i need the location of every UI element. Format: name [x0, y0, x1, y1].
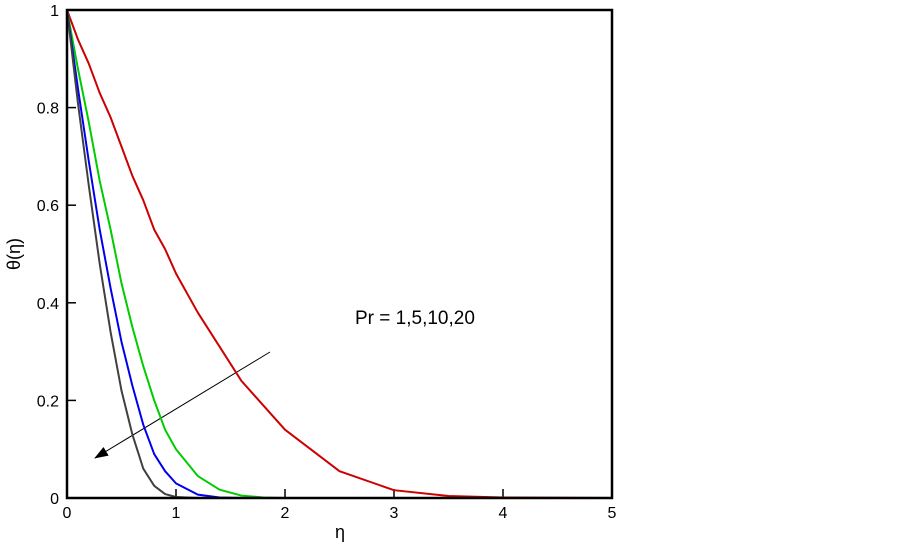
y-tick-label: 0.4: [37, 296, 59, 313]
x-axis-label: η: [335, 522, 345, 542]
x-tick-label: 3: [390, 505, 399, 522]
y-axis-label: θ(η): [4, 238, 24, 270]
line-series: [66, 9, 612, 499]
line-series: [66, 9, 612, 499]
x-tick-label: 2: [281, 505, 290, 522]
plot-frame: [65, 8, 614, 500]
y-tick-label: 0.2: [37, 393, 59, 410]
x-tick-label: 1: [172, 505, 181, 522]
annotation: Pr = 1,5,10,20: [355, 308, 475, 329]
x-tick-label: 5: [608, 505, 617, 522]
annotation-arrow: [94, 351, 271, 459]
x-tick-label: 4: [499, 505, 508, 522]
x-tick-label: 0: [63, 505, 72, 522]
line-series: [66, 9, 612, 499]
y-tick-label: 0.8: [37, 101, 59, 118]
y-tick-label: 1: [50, 3, 59, 20]
y-tick-label: 0.6: [37, 198, 59, 215]
line-series: [66, 9, 613, 499]
y-tick-label: 0: [50, 491, 59, 508]
